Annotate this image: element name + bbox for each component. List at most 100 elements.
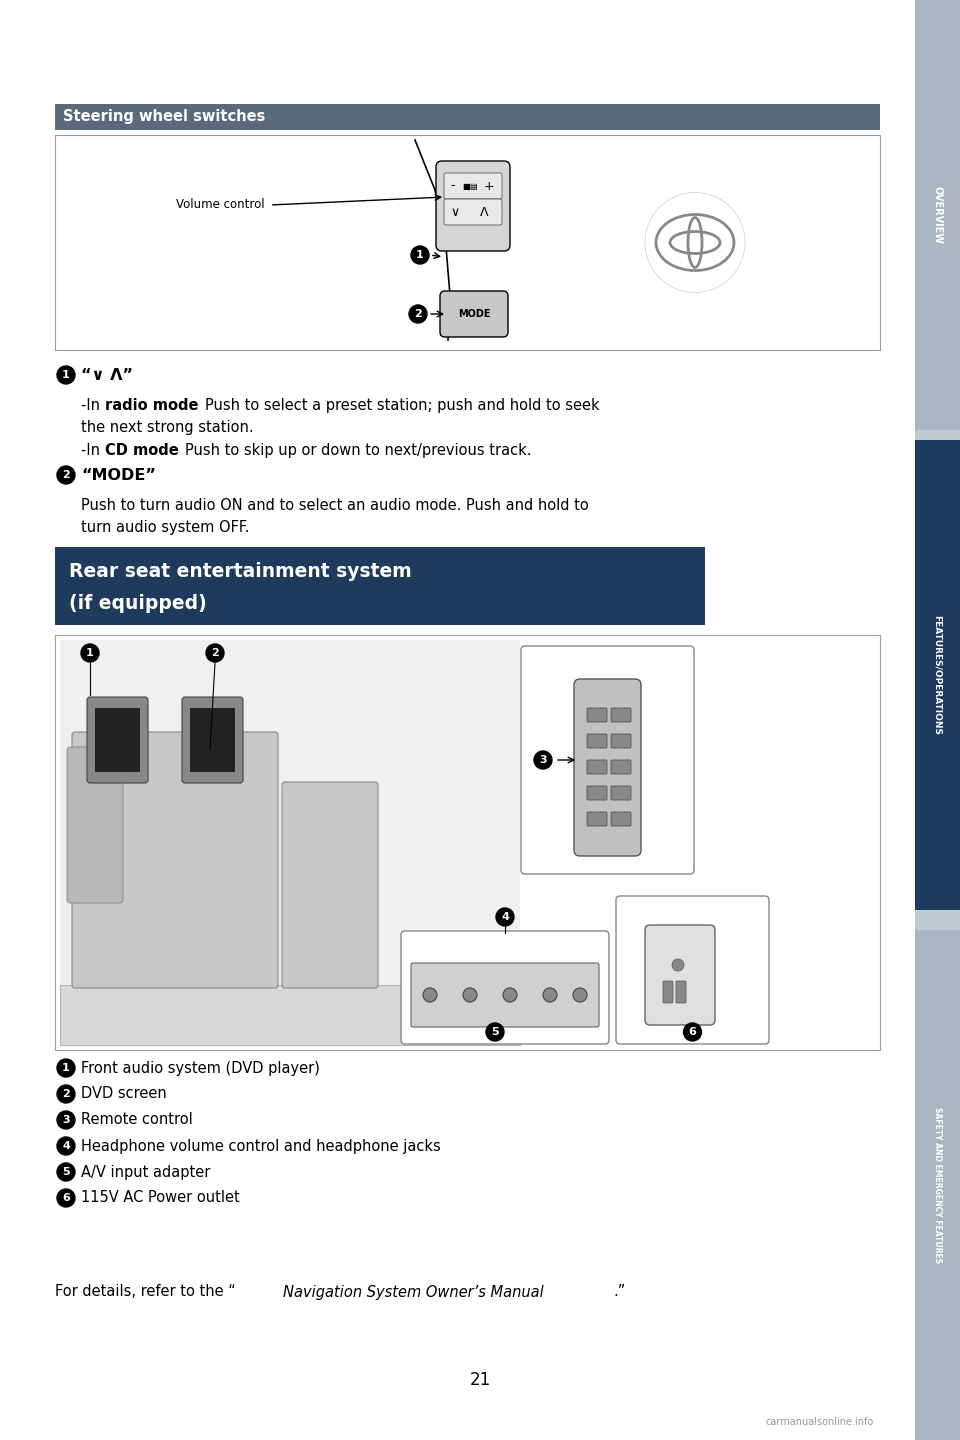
Circle shape	[463, 988, 477, 1002]
Text: OVERVIEW: OVERVIEW	[932, 186, 943, 243]
Text: 1: 1	[62, 370, 70, 380]
Text: Rear seat entertainment system: Rear seat entertainment system	[69, 563, 412, 582]
Text: carmanualsonline.info: carmanualsonline.info	[766, 1417, 875, 1427]
FancyBboxPatch shape	[60, 985, 520, 1045]
Text: 1: 1	[62, 1063, 70, 1073]
Circle shape	[543, 988, 557, 1002]
FancyBboxPatch shape	[444, 173, 502, 199]
FancyBboxPatch shape	[676, 981, 686, 1004]
Text: 2: 2	[211, 648, 219, 658]
FancyBboxPatch shape	[436, 161, 510, 251]
FancyBboxPatch shape	[411, 963, 599, 1027]
Text: 2: 2	[414, 310, 421, 320]
Circle shape	[57, 1189, 75, 1207]
Text: CD mode: CD mode	[105, 444, 179, 458]
Text: 2: 2	[62, 1089, 70, 1099]
FancyBboxPatch shape	[587, 734, 607, 747]
Circle shape	[573, 988, 587, 1002]
Text: 6: 6	[688, 1027, 696, 1037]
Text: A/V input adapter: A/V input adapter	[81, 1165, 210, 1179]
Text: ∨: ∨	[450, 206, 460, 219]
FancyBboxPatch shape	[915, 0, 960, 431]
FancyBboxPatch shape	[915, 0, 960, 1440]
FancyBboxPatch shape	[401, 932, 609, 1044]
Text: 4: 4	[501, 912, 509, 922]
Circle shape	[409, 305, 427, 323]
FancyBboxPatch shape	[87, 697, 148, 783]
Circle shape	[672, 959, 684, 971]
Text: .”: .”	[613, 1284, 625, 1299]
FancyBboxPatch shape	[55, 635, 880, 1050]
FancyBboxPatch shape	[55, 547, 705, 625]
FancyBboxPatch shape	[611, 760, 631, 775]
FancyBboxPatch shape	[915, 441, 960, 910]
FancyBboxPatch shape	[444, 199, 502, 225]
FancyBboxPatch shape	[282, 782, 378, 988]
Text: For details, refer to the “: For details, refer to the “	[55, 1284, 236, 1299]
Text: Front audio system (DVD player): Front audio system (DVD player)	[81, 1060, 320, 1076]
Circle shape	[57, 467, 75, 484]
Text: turn audio system OFF.: turn audio system OFF.	[81, 520, 250, 536]
FancyBboxPatch shape	[95, 708, 140, 772]
FancyBboxPatch shape	[587, 708, 607, 721]
FancyBboxPatch shape	[587, 786, 607, 801]
Circle shape	[57, 366, 75, 384]
Text: MODE: MODE	[458, 310, 491, 320]
Text: Push to select a preset station; push and hold to seek: Push to select a preset station; push an…	[205, 397, 600, 413]
Circle shape	[423, 988, 437, 1002]
FancyBboxPatch shape	[611, 812, 631, 827]
Text: Λ: Λ	[480, 206, 489, 219]
Circle shape	[57, 1112, 75, 1129]
Circle shape	[57, 1164, 75, 1181]
Text: -: -	[450, 180, 454, 193]
Text: +: +	[484, 180, 494, 193]
Circle shape	[57, 1084, 75, 1103]
Text: -In: -In	[81, 444, 105, 458]
Circle shape	[486, 1022, 504, 1041]
Text: 2: 2	[62, 469, 70, 480]
Text: DVD screen: DVD screen	[81, 1087, 167, 1102]
FancyBboxPatch shape	[663, 981, 673, 1004]
Text: 21: 21	[469, 1371, 491, 1390]
Circle shape	[57, 1058, 75, 1077]
Circle shape	[206, 644, 224, 662]
Text: “∨ Λ”: “∨ Λ”	[81, 367, 133, 383]
FancyBboxPatch shape	[521, 647, 694, 874]
FancyBboxPatch shape	[440, 291, 508, 337]
FancyBboxPatch shape	[611, 708, 631, 721]
Text: 1: 1	[86, 648, 94, 658]
FancyBboxPatch shape	[55, 135, 880, 350]
Circle shape	[684, 1022, 702, 1041]
Circle shape	[534, 752, 552, 769]
FancyBboxPatch shape	[67, 747, 123, 903]
Text: Headphone volume control and headphone jacks: Headphone volume control and headphone j…	[81, 1139, 441, 1153]
Text: ■▤: ■▤	[462, 181, 478, 190]
Text: 4: 4	[62, 1140, 70, 1151]
Text: -In: -In	[81, 397, 105, 413]
FancyBboxPatch shape	[60, 639, 520, 1045]
FancyBboxPatch shape	[611, 786, 631, 801]
Text: 6: 6	[62, 1192, 70, 1202]
FancyBboxPatch shape	[611, 734, 631, 747]
Text: 3: 3	[540, 755, 547, 765]
Text: the next strong station.: the next strong station.	[81, 420, 253, 435]
Circle shape	[645, 193, 745, 292]
FancyBboxPatch shape	[182, 697, 243, 783]
Circle shape	[57, 1138, 75, 1155]
FancyBboxPatch shape	[587, 760, 607, 775]
Text: (if equipped): (if equipped)	[69, 593, 206, 612]
FancyBboxPatch shape	[587, 812, 607, 827]
FancyBboxPatch shape	[190, 708, 235, 772]
Text: radio mode: radio mode	[105, 397, 199, 413]
Text: FEATURES/OPERATIONS: FEATURES/OPERATIONS	[933, 615, 942, 734]
Circle shape	[81, 644, 99, 662]
Circle shape	[503, 988, 517, 1002]
FancyBboxPatch shape	[645, 924, 715, 1025]
Circle shape	[496, 909, 514, 926]
Circle shape	[411, 246, 429, 264]
Text: 3: 3	[62, 1115, 70, 1125]
Text: Push to skip up or down to next/previous track.: Push to skip up or down to next/previous…	[185, 444, 532, 458]
Text: 1: 1	[416, 251, 424, 261]
FancyBboxPatch shape	[616, 896, 769, 1044]
Text: 5: 5	[492, 1027, 499, 1037]
